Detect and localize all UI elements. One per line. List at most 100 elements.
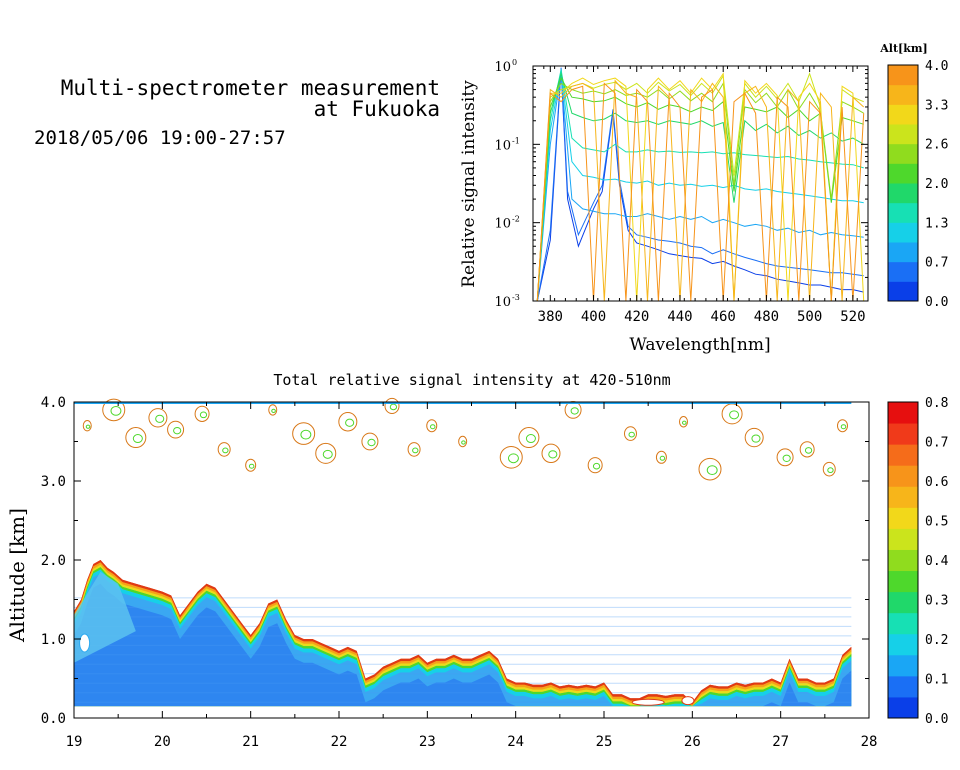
cloud-contour	[679, 416, 688, 428]
cloud-contour	[624, 426, 637, 441]
heatmap-chart: Total relative signal intensity at 420-5…	[5, 371, 949, 750]
cloud-contour-inner	[173, 426, 182, 435]
intensity-colorbar-swatch	[888, 633, 918, 656]
aerosol-layer-band-6	[74, 583, 852, 707]
intensity-colorbar-tick-label: 0.1	[925, 673, 948, 688]
cloud-contour-inner	[706, 465, 718, 476]
cloud-contour-inner	[729, 410, 740, 420]
cloud-contour-inner	[322, 449, 333, 459]
intensity-colorbar-swatch	[888, 549, 918, 572]
intensity-colorbar-tick-label: 0.5	[925, 515, 948, 530]
cloud-contour	[338, 412, 358, 432]
altitude-colorbar: 0.0 0.7 1.3 2.0 2.6 3.3 4.0	[887, 59, 948, 310]
cloud-contour-inner	[827, 467, 834, 474]
cloud-contour-inner	[389, 403, 398, 411]
spectrum-ytick-exponent: -3	[512, 293, 520, 302]
intensity-colorbar-tick-label: 0.2	[925, 633, 948, 648]
cloud-contour-inner	[628, 431, 635, 438]
cloud-contour-inner	[659, 455, 666, 461]
heatmap-xtick-label: 25	[596, 734, 613, 750]
cloud-contour-inner	[751, 434, 761, 443]
altitude-colorbar-swatch	[888, 242, 918, 263]
cloud-contour	[407, 442, 421, 457]
intensity-colorbar-swatch	[888, 612, 918, 635]
cloud-contour	[655, 450, 667, 464]
spectrum-ytick-label: 10	[494, 138, 511, 153]
layer-gap	[79, 633, 91, 653]
heatmap-ytick-label: 3.0	[41, 474, 66, 490]
altitude-colorbar-tick-label: 0.0	[925, 295, 948, 310]
cloud-contour	[499, 446, 523, 469]
spectrum-ytick-label: 10	[494, 217, 511, 232]
cloud-contour	[541, 443, 561, 464]
spectrum-xtick-label: 420	[624, 309, 649, 325]
title-line-1: Multi-spectrometer measurement	[61, 76, 440, 100]
cloud-contour	[194, 405, 210, 422]
cloud-contour	[361, 432, 379, 451]
cloud-contour-inner	[592, 462, 601, 470]
cloud-contour	[744, 427, 764, 448]
cloud-contour	[776, 448, 794, 467]
altitude-colorbar-swatch	[888, 84, 918, 105]
cloud-contour	[292, 422, 316, 445]
spectrum-series-line-0	[536, 69, 864, 302]
cloud-contour-inner	[110, 406, 122, 416]
heatmap-xtick-label: 23	[419, 734, 436, 750]
cloud-contour	[102, 398, 126, 422]
heatmap-ytick-label: 4.0	[41, 395, 66, 411]
cloud-contour-inner	[300, 429, 312, 440]
cloud-contour-inner	[155, 414, 165, 423]
heatmap-ytick-label: 1.0	[41, 632, 66, 648]
altitude-colorbar-swatch	[888, 183, 918, 204]
intensity-colorbar-swatch	[888, 591, 918, 614]
intensity-colorbar-tick-label: 0.4	[925, 554, 949, 569]
intensity-colorbar-tick-label: 0.3	[925, 594, 948, 609]
cloud-contour-inner	[548, 450, 558, 459]
intensity-colorbar-tick-label: 0.7	[925, 436, 948, 451]
spectrum-xtick-label: 440	[667, 309, 692, 325]
spectrum-xtick-label: 500	[797, 309, 822, 325]
spectrum-ylabel: Relative signal intensity	[459, 80, 479, 288]
intensity-colorbar-swatch	[888, 465, 918, 487]
spectrum-ytick-exponent: -1	[512, 136, 520, 145]
spectrum-ytick-label: 10	[494, 60, 511, 75]
heatmap-xtick-label: 22	[331, 734, 348, 750]
spectrum-series-line-9	[536, 72, 865, 302]
spectrum-plot-area	[533, 66, 868, 301]
cloud-contour-inner	[782, 454, 791, 462]
cloud-contour-inner	[461, 440, 466, 445]
spectrum-ytick-label: 10	[494, 295, 511, 310]
cloud-contour-inner	[840, 424, 847, 430]
cloud-contour-inner	[682, 420, 687, 425]
cloud-contour-inner	[367, 438, 376, 447]
spectrum-series-line-6	[536, 76, 864, 302]
intensity-colorbar-tick-label: 0.8	[925, 396, 948, 411]
spectrum-xtick-label: 400	[581, 309, 606, 325]
cloud-contour-inner	[222, 447, 229, 454]
cloud-contour	[384, 397, 400, 415]
spectrum-series-group	[536, 67, 865, 302]
title-line-2: at Fukuoka	[314, 97, 440, 121]
aerosol-layer-edge-4	[74, 569, 852, 707]
cloud-contour-inner	[345, 418, 355, 427]
intensity-colorbar-swatch	[888, 528, 918, 550]
spectrum-ytick-exponent: 0	[512, 58, 517, 67]
cloud-contour	[698, 457, 722, 481]
date-range: 2018/05/06 19:00-27:57	[34, 127, 286, 149]
cloud-contour	[245, 458, 257, 472]
cloud-contour	[125, 427, 147, 449]
heatmap-axes: 19 20 21 22 23 24 25 26 27 28 0.0 1.0 2.0 3.0 4.0	[41, 395, 878, 750]
intensity-colorbar-swatch	[888, 486, 918, 508]
altitude-colorbar-label: Alt[km]	[879, 42, 927, 55]
spectrum-series-line-4	[536, 69, 864, 302]
heatmap-xtick-label: 27	[772, 734, 789, 750]
altitude-colorbar-tick-label: 0.7	[925, 256, 948, 271]
cloud-contour-inner	[248, 463, 255, 469]
cloud-contour	[518, 427, 540, 449]
cloud-contour-inner	[132, 434, 143, 444]
intensity-colorbar-swatch	[888, 696, 918, 719]
intensity-colorbar-swatch	[888, 423, 918, 445]
spectrum-xtick-label: 520	[840, 309, 865, 325]
heatmap-xtick-label: 26	[684, 734, 701, 750]
cloud-contour	[458, 435, 468, 448]
